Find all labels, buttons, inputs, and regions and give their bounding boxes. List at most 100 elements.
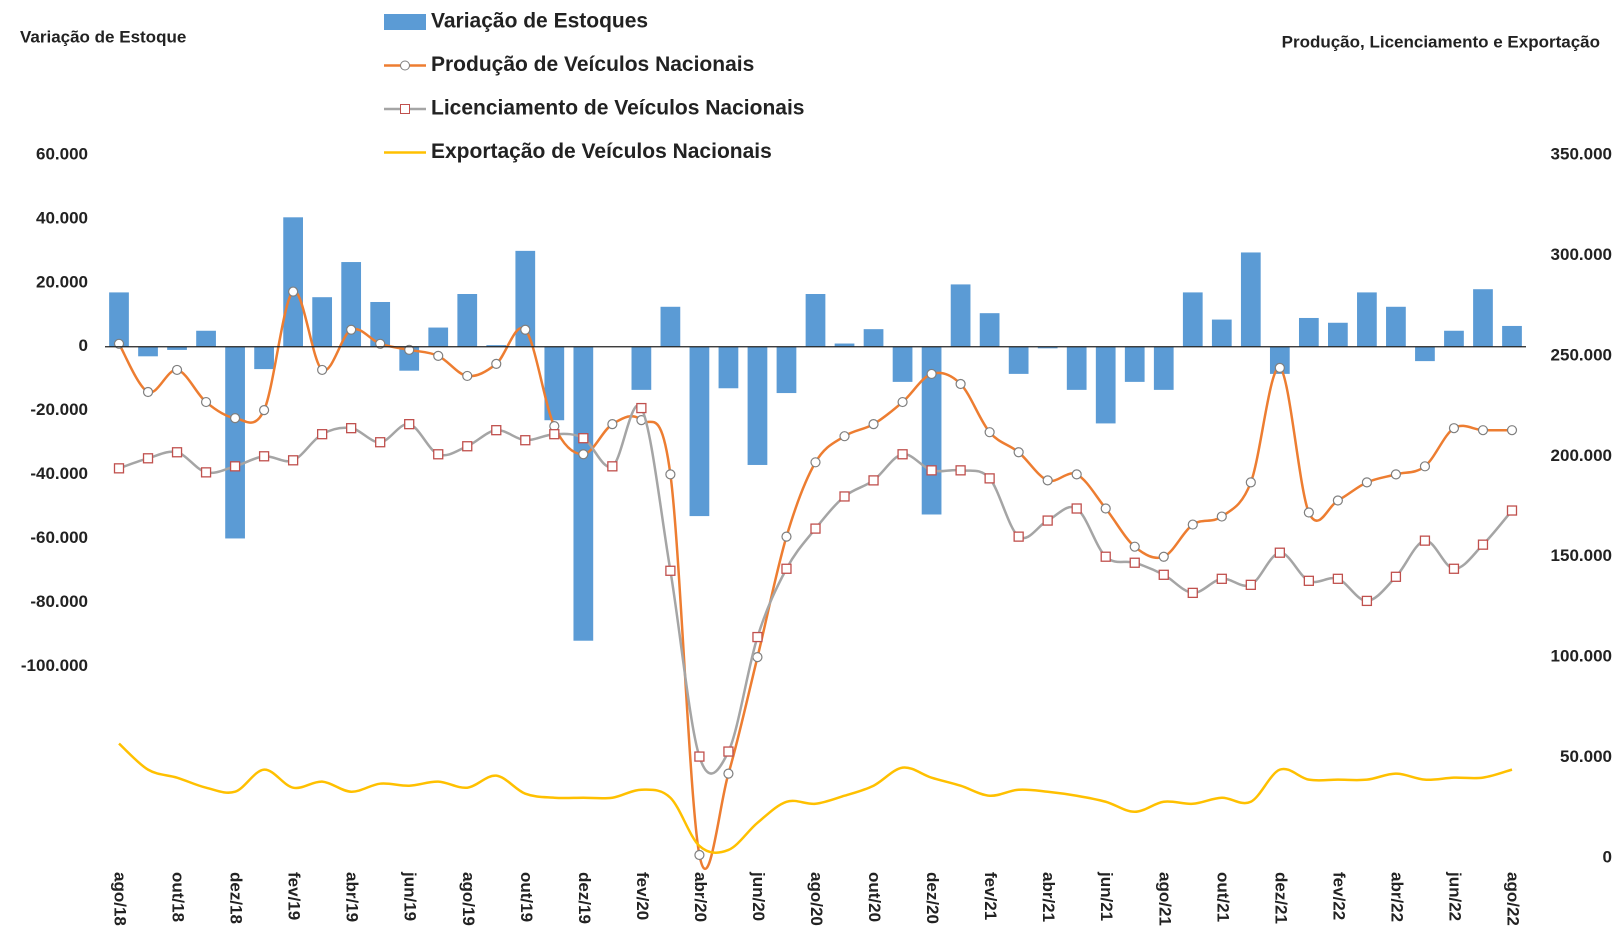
marker	[1448, 563, 1460, 574]
marker	[433, 449, 444, 460]
y2-tick-label: 0	[1603, 847, 1612, 866]
y-tick-label: 40.000	[36, 208, 88, 227]
marker	[839, 431, 850, 442]
bar	[1124, 346, 1145, 382]
bar	[399, 346, 420, 371]
legend-swatch	[384, 14, 426, 30]
marker	[578, 449, 589, 460]
bar	[1037, 346, 1058, 349]
marker	[520, 435, 531, 446]
marker	[984, 473, 995, 484]
bar	[196, 330, 216, 347]
marker	[404, 418, 415, 430]
bar	[863, 329, 884, 347]
marker	[1390, 469, 1402, 480]
marker	[781, 563, 792, 574]
y2-tick-label: 150.000	[1551, 546, 1612, 565]
x-tick-label: ago/20	[807, 872, 826, 926]
marker	[1216, 573, 1227, 584]
marker	[752, 652, 763, 663]
bar	[689, 346, 710, 517]
marker	[1361, 595, 1373, 607]
x-tick-label: dez/20	[923, 872, 942, 924]
bar	[515, 250, 536, 347]
marker	[1100, 503, 1111, 514]
marker	[1332, 495, 1343, 506]
bar	[283, 217, 303, 347]
marker	[142, 386, 154, 398]
marker	[171, 364, 183, 376]
x-tick-label: abr/20	[691, 872, 710, 922]
marker	[810, 457, 821, 468]
marker	[171, 447, 183, 458]
marker	[926, 465, 937, 476]
bar	[1298, 317, 1319, 347]
y-axis-title: Variação de Estoque	[20, 27, 186, 46]
marker	[781, 531, 792, 542]
legend-label: Licenciamento de Veículos Nacionais	[431, 97, 804, 120]
marker	[200, 467, 212, 478]
marker	[113, 463, 125, 474]
marker	[694, 849, 705, 861]
marker	[229, 461, 241, 472]
x-tick-label: fev/21	[981, 872, 1000, 920]
x-tick-label: ago/19	[459, 872, 478, 926]
bar	[428, 327, 449, 347]
y2-tick-label: 350.000	[1551, 144, 1612, 163]
marker	[1187, 587, 1198, 599]
x-tick-label: fev/20	[633, 872, 652, 920]
marker	[1448, 423, 1460, 434]
marker	[1042, 475, 1053, 486]
x-tick-label: dez/18	[227, 872, 246, 924]
bar	[950, 284, 971, 347]
marker	[259, 404, 270, 416]
y2-tick-label: 250.000	[1551, 345, 1612, 364]
marker	[317, 364, 328, 376]
bar	[1415, 346, 1435, 362]
marker	[636, 402, 647, 414]
marker	[229, 413, 241, 424]
marker	[113, 338, 125, 349]
line	[118, 742, 1513, 854]
marker	[288, 286, 299, 297]
marker	[1506, 425, 1518, 436]
marker	[142, 453, 154, 464]
bar	[747, 346, 768, 465]
bar	[370, 301, 391, 347]
marker	[346, 324, 357, 335]
marker	[1129, 541, 1140, 552]
marker	[375, 437, 386, 448]
bar	[1153, 346, 1174, 390]
y-tick-label: -20.000	[30, 400, 88, 419]
marker	[1245, 579, 1256, 590]
x-tick-label: abr/19	[343, 872, 362, 922]
x-tick-label: jun/22	[1445, 871, 1464, 921]
marker	[607, 419, 618, 430]
bar	[805, 294, 826, 347]
x-tick-label: fev/22	[1329, 872, 1348, 920]
bar	[776, 346, 797, 394]
bar	[1240, 252, 1261, 347]
x-tick-label: jun/21	[1097, 871, 1116, 921]
marker	[1042, 515, 1053, 526]
bar	[660, 306, 681, 347]
bar	[167, 346, 187, 350]
marker	[839, 491, 850, 502]
marker	[1274, 547, 1285, 558]
y2-tick-label: 50.000	[1560, 747, 1612, 766]
x-tick-label: out/19	[517, 872, 536, 922]
bar	[979, 313, 1000, 347]
x-tick-label: abr/22	[1387, 872, 1406, 922]
legend-label: Exportação de Veículos Nacionais	[431, 140, 772, 163]
x-tick-label: ago/22	[1504, 872, 1523, 926]
bar	[457, 294, 478, 347]
bar	[892, 346, 913, 382]
marker	[491, 358, 502, 369]
x-tick-label: out/20	[865, 872, 884, 922]
marker	[694, 751, 705, 762]
bar	[544, 346, 565, 421]
x-tick-label: abr/21	[1039, 872, 1058, 922]
marker	[1361, 477, 1372, 488]
marker	[1071, 469, 1082, 480]
y-tick-label: -100.000	[21, 656, 88, 675]
